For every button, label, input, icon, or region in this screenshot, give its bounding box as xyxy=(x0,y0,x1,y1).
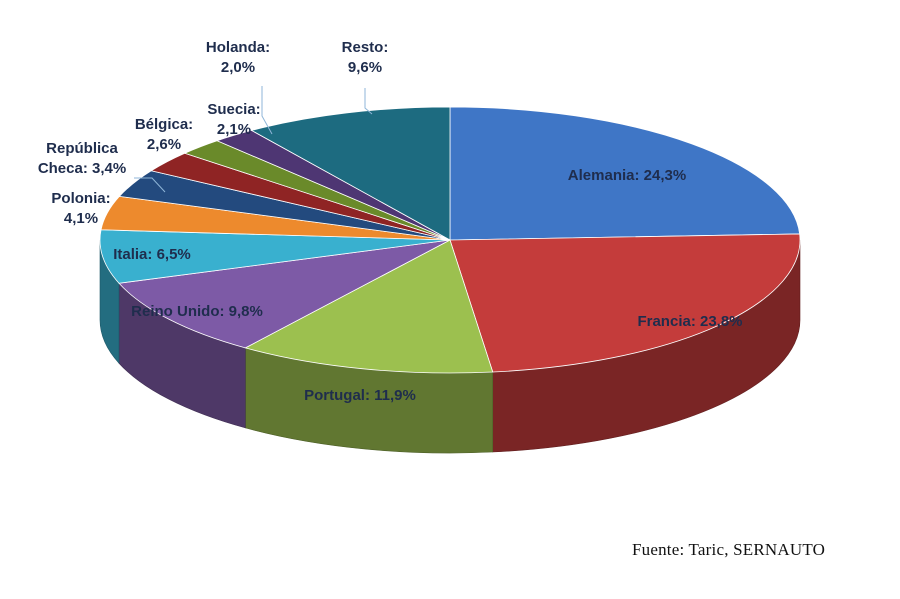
slice-label: Polonia: 4,1% xyxy=(51,190,110,227)
slice-label: Alemania: 24,3% xyxy=(568,167,686,184)
leader-line xyxy=(134,177,166,193)
pie-top-faces xyxy=(99,106,801,374)
slice-label: Resto: 9,6% xyxy=(342,39,389,76)
pie-slice xyxy=(118,239,451,349)
slice-label: Portugal: 11,9% xyxy=(304,387,416,404)
pie-slice xyxy=(99,229,451,284)
slice-label: Suecia: 2,1% xyxy=(207,101,260,138)
slice-label: Francia: 23,8% xyxy=(637,313,742,330)
pie-slice xyxy=(449,106,801,241)
slice-label: Reino Unido: 9,8% xyxy=(131,303,263,320)
source-note: Fuente: Taric, SERNAUTO xyxy=(632,540,826,559)
pie-slice xyxy=(244,239,494,374)
slice-label: Holanda: 2,0% xyxy=(206,39,270,76)
slice-label: República Checa: 3,4% xyxy=(38,140,126,177)
pie-slice xyxy=(250,106,451,241)
pie-slice xyxy=(449,233,801,373)
slice-labels: Alemania: 24,3% Francia: 23,8% Portugal: 1… xyxy=(38,39,743,404)
slice-label: Italia: 6,5% xyxy=(113,246,191,263)
slice-label: Bélgica: 2,6% xyxy=(135,116,193,153)
pie-side-walls xyxy=(99,239,801,454)
leader-line xyxy=(364,88,373,115)
leader-lines xyxy=(134,86,373,193)
leader-line xyxy=(261,86,273,135)
